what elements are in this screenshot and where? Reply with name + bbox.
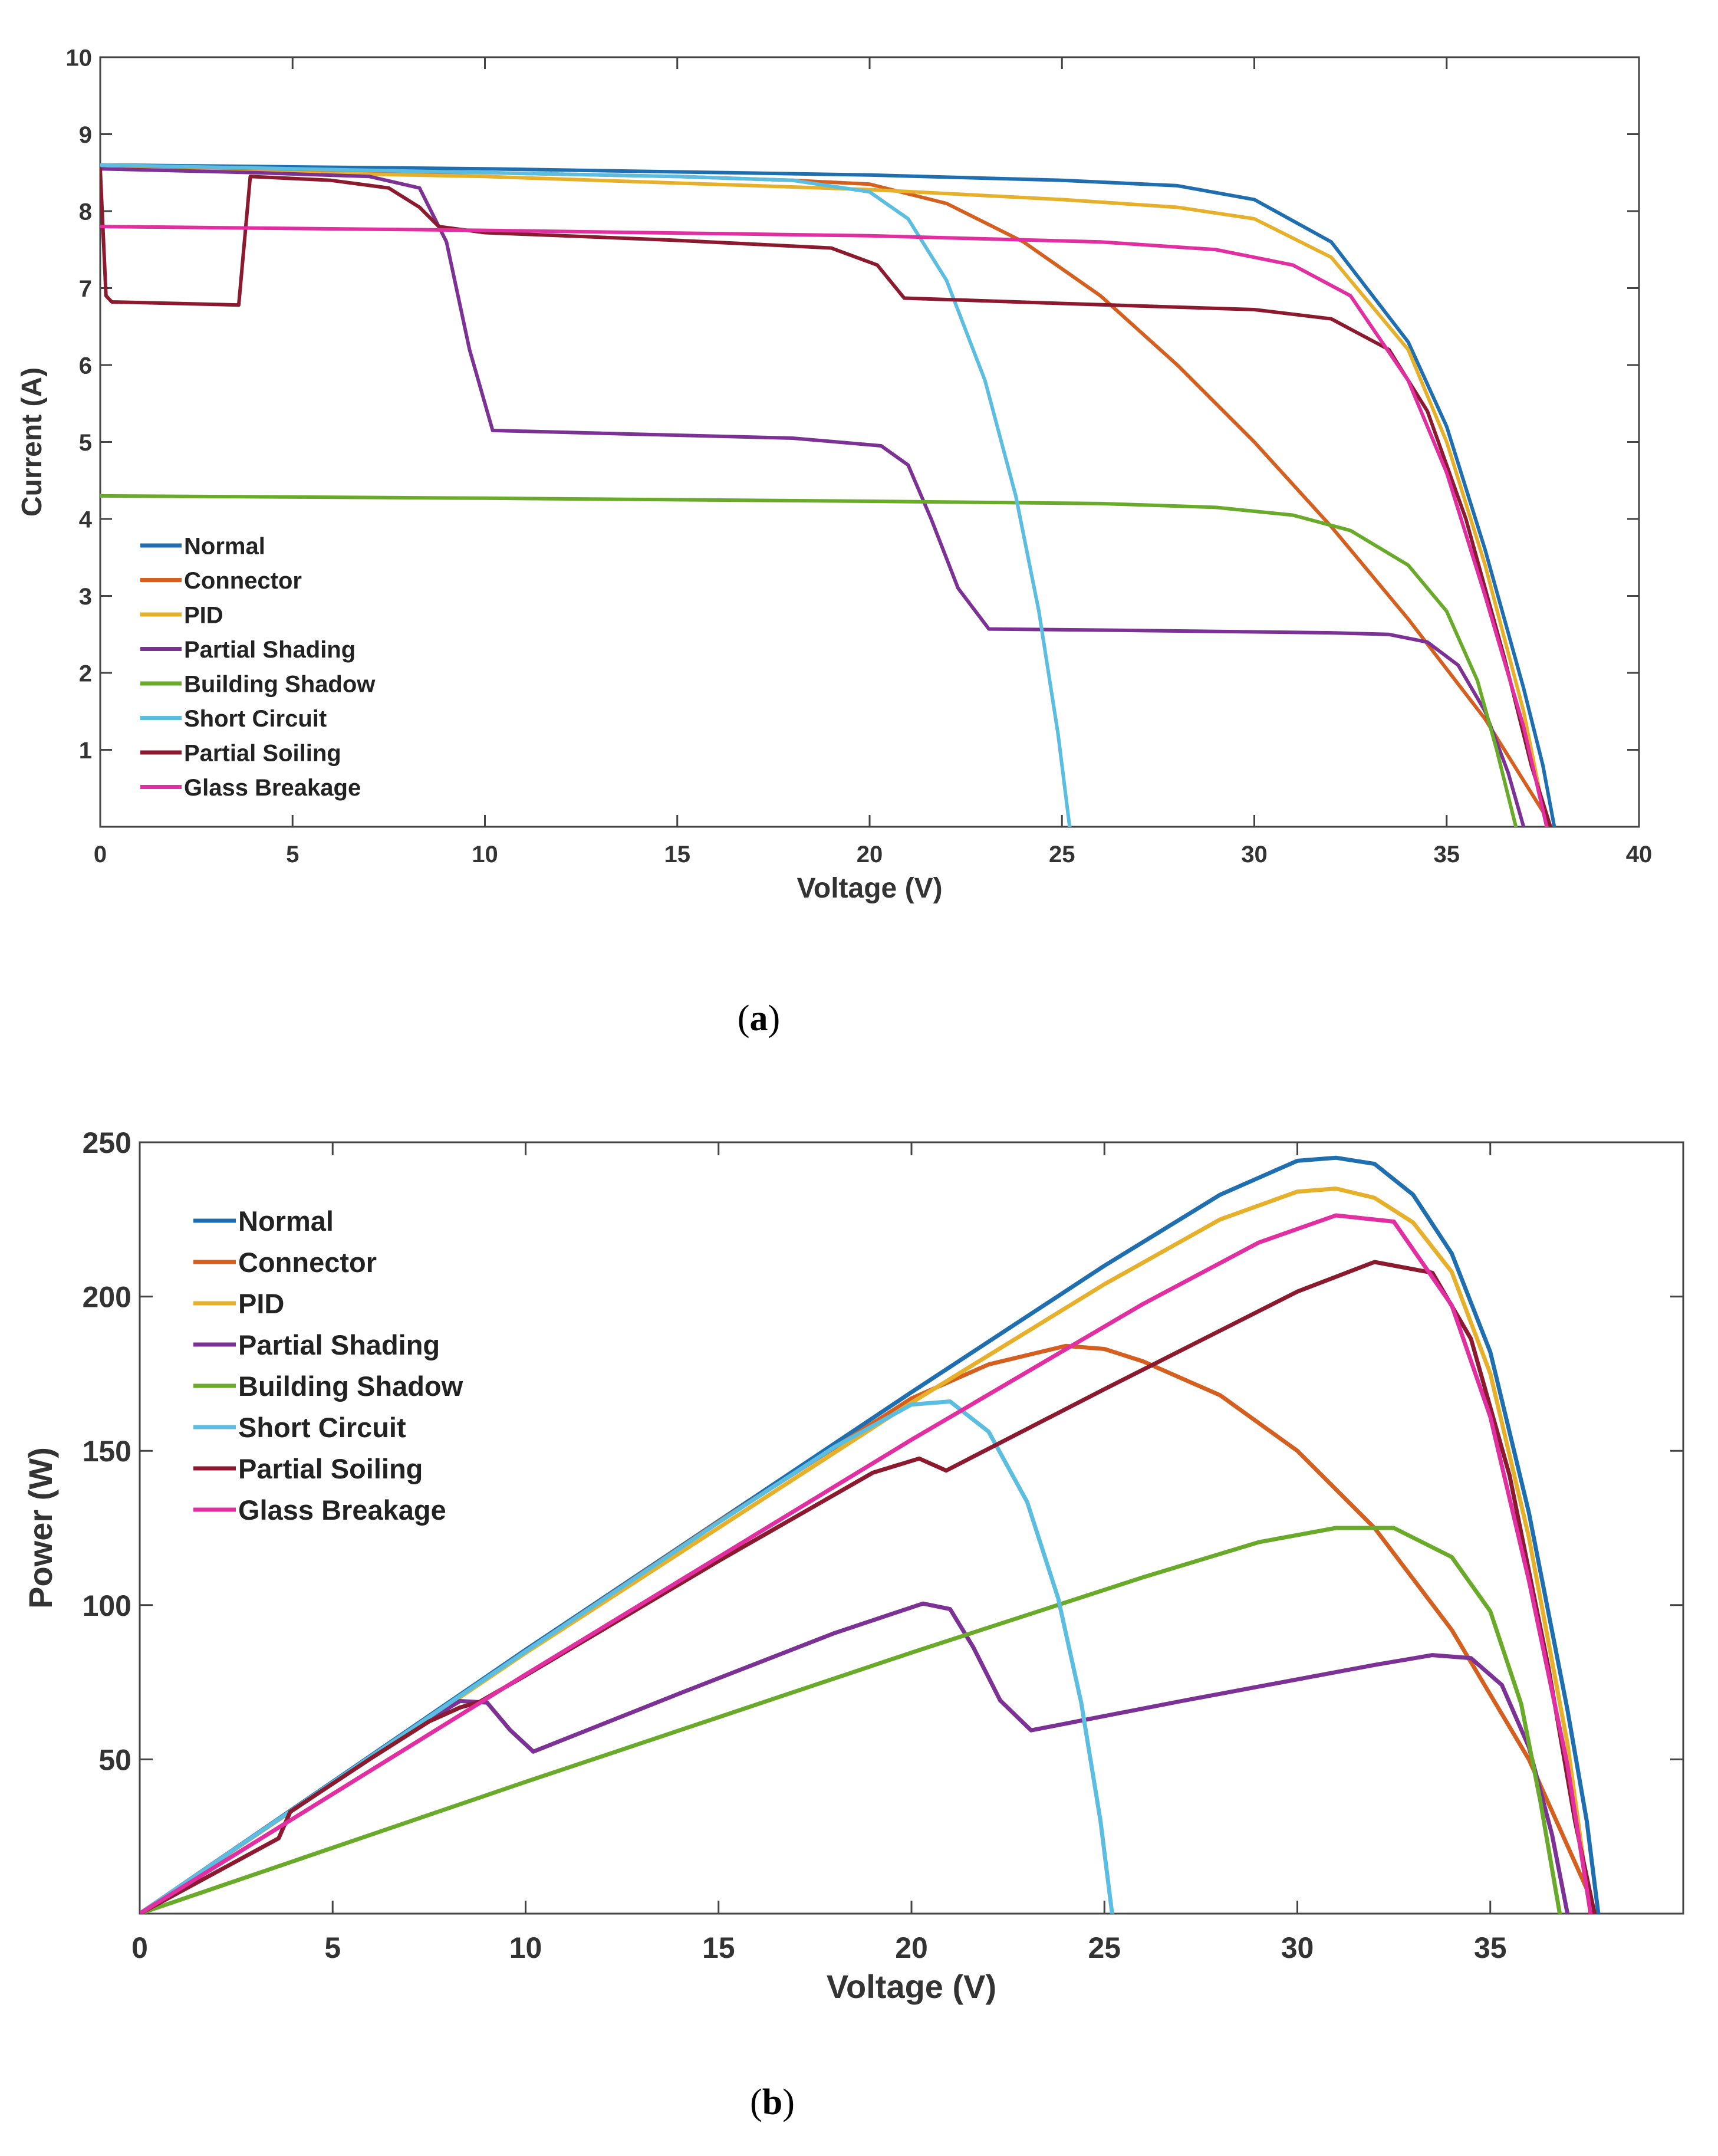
x-tick-label: 35 xyxy=(1434,842,1460,867)
x-tick-label: 25 xyxy=(1088,1931,1121,1964)
figure-caption: (b) xyxy=(750,2082,795,2122)
legend-label: Connector xyxy=(238,1247,377,1278)
y-tick-label: 3 xyxy=(79,584,92,610)
series-line-partial-shading xyxy=(100,167,1526,827)
series-line-building-shadow xyxy=(100,494,1518,827)
y-tick-label: 5 xyxy=(79,430,92,456)
legend: Normal Connector PID Partial Shading Buildin… xyxy=(140,533,376,801)
legend-label: Building Shadow xyxy=(238,1370,463,1402)
x-tick-label: 0 xyxy=(94,842,107,867)
legend-label: Glass Breakage xyxy=(184,775,361,801)
y-tick-label: 9 xyxy=(79,122,92,148)
x-tick-label: 35 xyxy=(1474,1931,1507,1964)
x-tick-label: 10 xyxy=(472,842,498,867)
y-tick-label: 10 xyxy=(66,45,93,71)
series-line-partial-soiling xyxy=(100,167,1552,827)
series-line-glass-breakage xyxy=(100,225,1549,827)
y-tick-label: 2 xyxy=(79,660,92,686)
legend-label: Glass Breakage xyxy=(238,1494,446,1526)
legend-label: Building Shadow xyxy=(184,671,376,697)
legend-label: Short Circuit xyxy=(184,706,327,732)
y-tick-label: 6 xyxy=(79,353,92,379)
legend-label: Partial Soiling xyxy=(238,1453,423,1484)
series-line-pid xyxy=(100,167,1549,827)
x-tick-label: 25 xyxy=(1049,842,1075,867)
x-tick-label: 20 xyxy=(895,1931,928,1964)
series-line-glass-breakage xyxy=(140,1213,1593,1914)
y-tick-label: 150 xyxy=(83,1435,131,1468)
series-line-normal xyxy=(140,1155,1601,1914)
x-tick-label: 10 xyxy=(509,1931,542,1964)
series-line-short-circuit xyxy=(100,163,1072,827)
x-axis-label: Voltage (V) xyxy=(797,873,942,904)
y-tick-label: 1 xyxy=(79,738,92,764)
y-tick-label: 8 xyxy=(79,199,92,225)
y-axis-label: Current (A) xyxy=(17,367,48,517)
legend-label: Partial Soiling xyxy=(184,740,341,766)
chart-a: 0 5 10 15 20 25 30 35 40 1 2 3 4 5 6 7 8 9 10 Normal Connect… xyxy=(17,45,1652,1038)
y-tick-label: 4 xyxy=(79,507,93,533)
y-tick-label: 250 xyxy=(83,1126,131,1159)
x-tick-label: 5 xyxy=(324,1931,341,1964)
legend-label: Partial Shading xyxy=(184,637,356,663)
series-group xyxy=(140,1155,1601,1914)
series-line-pid xyxy=(140,1187,1593,1914)
x-tick-label: 15 xyxy=(664,842,691,867)
x-tick-label: 15 xyxy=(702,1931,735,1964)
x-tick-label: 20 xyxy=(857,842,883,867)
series-group xyxy=(100,163,1556,827)
y-axis-label: Power (W) xyxy=(22,1447,59,1609)
figure-caption: (a) xyxy=(738,998,780,1038)
legend-label: Connector xyxy=(184,568,302,594)
series-line-normal xyxy=(100,163,1556,827)
x-tick-label: 0 xyxy=(131,1931,148,1964)
y-tick-label: 50 xyxy=(98,1743,131,1776)
legend-label: Partial Shading xyxy=(238,1329,440,1360)
x-tick-label: 40 xyxy=(1626,842,1653,867)
y-tick-label: 100 xyxy=(83,1589,131,1622)
y-tick-label: 7 xyxy=(79,276,92,302)
legend-label: Normal xyxy=(184,533,265,559)
x-tick-label: 5 xyxy=(286,842,299,867)
series-line-short-circuit xyxy=(140,1399,1114,1914)
legend-label: PID xyxy=(238,1288,284,1319)
series-line-building-shadow xyxy=(140,1526,1562,1914)
chart-b: 0 5 10 15 20 25 30 35 50 100 150 200 250 Normal Connec… xyxy=(22,1126,1684,2122)
legend-label: Short Circuit xyxy=(238,1412,406,1443)
x-tick-label: 30 xyxy=(1241,842,1268,867)
legend-label: PID xyxy=(184,602,223,628)
x-tick-label: 30 xyxy=(1281,1931,1314,1964)
y-tick-label: 200 xyxy=(83,1281,131,1314)
x-axis-label: Voltage (V) xyxy=(827,1968,996,2005)
legend-label: Normal xyxy=(238,1205,334,1237)
series-line-partial-soiling xyxy=(140,1260,1597,1914)
legend: Normal Connector PID Partial Shading Buildin… xyxy=(193,1205,463,1526)
